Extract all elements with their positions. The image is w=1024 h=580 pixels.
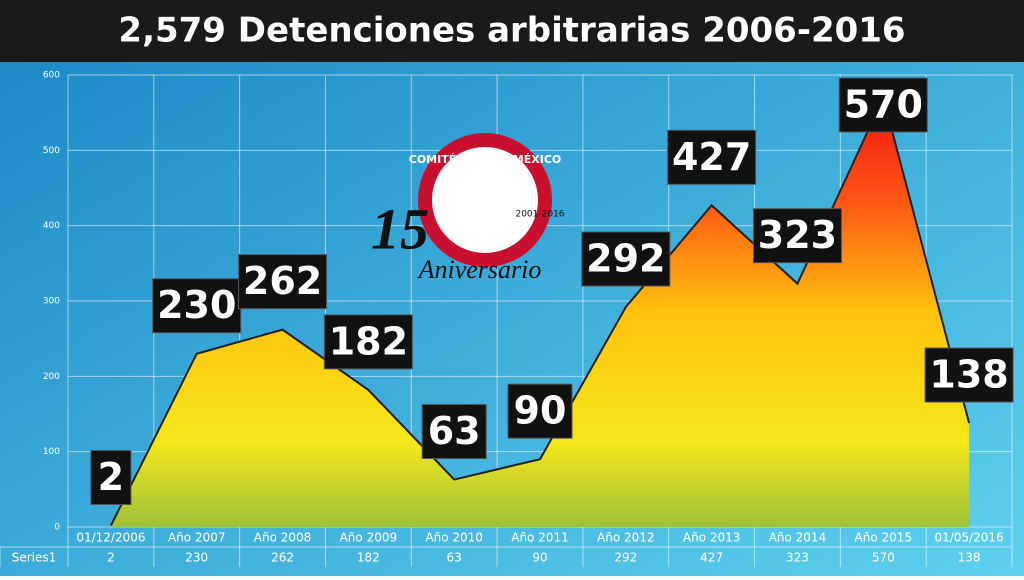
- data-label: 138: [929, 353, 1008, 397]
- y-tick-label: 0: [54, 523, 60, 533]
- data-label-box: [838, 77, 928, 133]
- x-tick-label: Año 2015: [855, 531, 913, 545]
- y-tick-label: 500: [43, 146, 60, 156]
- chart-title: 2,579 Detenciones arbitrarias 2006-2016: [118, 11, 905, 51]
- table-series-name: Series1: [12, 551, 57, 565]
- data-label: 323: [758, 213, 837, 257]
- x-tick-label: Año 2013: [683, 531, 741, 545]
- data-label: 262: [243, 259, 322, 303]
- data-label-box: [421, 404, 487, 460]
- x-tick-label: Año 2011: [511, 531, 569, 545]
- logo-years: 2001-2016: [515, 210, 564, 220]
- logo: COMITÉ CEREZO MÉXICO 15 Aniversario 2001…: [371, 133, 565, 284]
- x-tick-label: Año 2007: [168, 531, 226, 545]
- plot: 0 100 200 300 400 500 600 01/12/2006 Año 2007 Año…: [0, 71, 1014, 567]
- data-label-box: [667, 129, 757, 185]
- data-label: 570: [844, 83, 923, 127]
- logo-name: COMITÉ CEREZO MÉXICO: [409, 153, 562, 166]
- x-tick-label: 01/12/2006: [76, 531, 145, 545]
- table-value: 292: [614, 551, 637, 565]
- table-value: 570: [872, 551, 895, 565]
- title-bar: [0, 0, 1024, 62]
- table-value: 2: [107, 551, 115, 565]
- y-tick-label: 600: [43, 71, 60, 81]
- data-label: 230: [157, 283, 236, 327]
- data-label-box: [90, 449, 132, 505]
- table-value: 138: [958, 551, 981, 565]
- data-label: 90: [514, 389, 567, 433]
- data-label-box: [152, 278, 242, 334]
- x-tick-label: Año 2012: [597, 531, 655, 545]
- data-label: 2: [98, 455, 124, 499]
- table-value: 182: [357, 551, 380, 565]
- table-value: 262: [271, 551, 294, 565]
- table-value: 230: [185, 551, 208, 565]
- data-label-box: [507, 383, 573, 439]
- table-value: 63: [447, 551, 462, 565]
- x-tick-label: 01/05/2016: [935, 531, 1004, 545]
- data-label-box: [752, 208, 842, 264]
- area: [110, 97, 970, 527]
- x-tick-label: Año 2009: [340, 531, 398, 545]
- data-label: 182: [329, 319, 408, 363]
- table-value: 90: [532, 551, 547, 565]
- x-tick-label: Año 2008: [254, 531, 312, 545]
- logo-word: Aniversario: [417, 255, 542, 284]
- x-tick-label: Año 2010: [425, 531, 483, 545]
- data-label-box: [581, 231, 671, 287]
- data-label-box: [238, 254, 328, 310]
- y-tick-label: 200: [43, 372, 60, 382]
- y-tick-label: 400: [43, 221, 60, 231]
- logo-ring: [418, 133, 552, 267]
- table-value: 323: [786, 551, 809, 565]
- y-tick-label: 100: [43, 447, 60, 457]
- x-tick-label: Año 2014: [769, 531, 827, 545]
- data-label-box: [323, 314, 413, 370]
- data-label: 292: [586, 237, 665, 281]
- logo-number: 15: [371, 196, 429, 261]
- table-value: 427: [700, 551, 723, 565]
- data-label-box: [924, 347, 1014, 403]
- data-label: 63: [428, 409, 481, 453]
- y-tick-label: 300: [43, 297, 60, 307]
- data-label: 427: [672, 135, 751, 179]
